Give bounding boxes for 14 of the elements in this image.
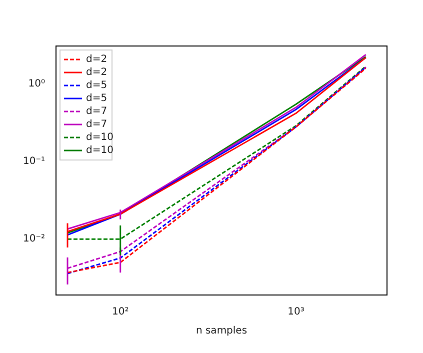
x-tick-label: 10³ [288,306,304,318]
legend-label: d=10 [86,145,114,156]
legend-label: d=5 [86,93,108,104]
y-tick-label: 10⁰ [28,78,46,90]
x-tick-label: 10² [112,306,129,318]
y-tick-label: 10⁻¹ [22,156,46,168]
legend-label: d=5 [86,80,108,92]
y-tick-label: 10⁻² [22,234,46,245]
legend-label: d=7 [86,119,108,130]
legend-label: d=2 [86,54,108,66]
legend-label: d=7 [86,106,108,118]
legend-label: d=10 [86,132,114,144]
legend-label: d=2 [86,67,108,78]
x-axis-title: n samples [196,326,248,337]
